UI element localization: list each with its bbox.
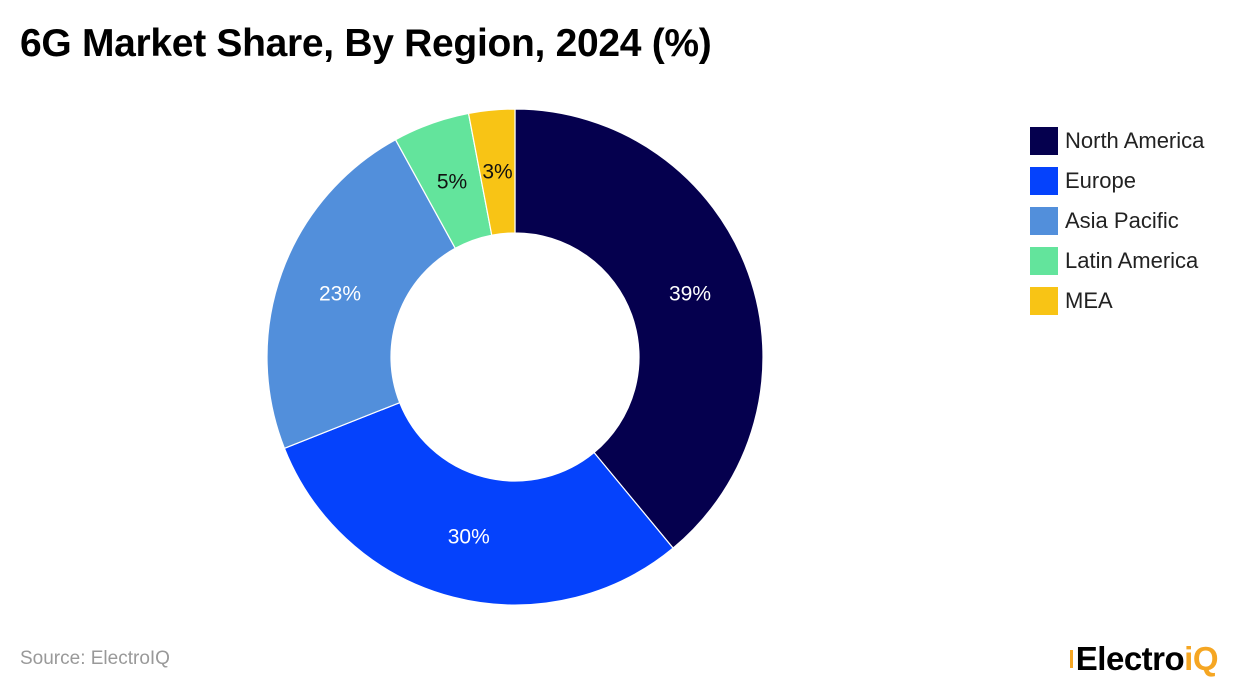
legend-item-north-america: North America	[1030, 121, 1204, 161]
legend-label: MEA	[1065, 288, 1113, 313]
data-label-mea: 3%	[482, 160, 512, 183]
logo-text-accent: iQ	[1184, 640, 1218, 677]
source-note: Source: ElectroIQ	[20, 648, 170, 669]
legend-label: North America	[1065, 128, 1205, 153]
data-label-europe: 30%	[448, 526, 490, 549]
donut-slices	[266, 108, 764, 606]
legend-swatch	[1030, 167, 1058, 195]
electroiq-logo: ElectroiQ	[1069, 640, 1218, 678]
slice-north-america	[514, 108, 764, 549]
legend-swatch	[1030, 247, 1058, 275]
data-label-north-america: 39%	[669, 282, 711, 305]
legend-label: Asia Pacific	[1065, 208, 1179, 233]
logo-mark	[1069, 650, 1076, 668]
legend-item-latin-america: Latin America	[1030, 241, 1204, 281]
data-label-asia-pacific: 23%	[319, 282, 361, 305]
legend-label: Latin America	[1065, 248, 1199, 273]
logo-text-main: Electro	[1075, 640, 1185, 677]
data-label-latin-america: 5%	[437, 170, 467, 193]
legend-swatch	[1030, 127, 1058, 155]
donut-data-labels: 39% 30% 23% 5% 3%	[319, 160, 711, 548]
legend-swatch	[1030, 207, 1058, 235]
chart-title: 6G Market Share, By Region, 2024 (%)	[20, 22, 712, 65]
legend-item-asia-pacific: Asia Pacific	[1030, 201, 1204, 241]
legend-swatch	[1030, 287, 1058, 315]
slice-europe	[283, 401, 674, 606]
slice-mea	[467, 108, 516, 236]
legend-label: Europe	[1065, 168, 1136, 193]
legend-item-europe: Europe	[1030, 161, 1204, 201]
slice-asia-pacific	[266, 138, 457, 450]
legend-item-mea: MEA	[1030, 281, 1204, 321]
chart-legend: North America Europe Asia Pacific Latin Ame…	[1030, 121, 1204, 321]
